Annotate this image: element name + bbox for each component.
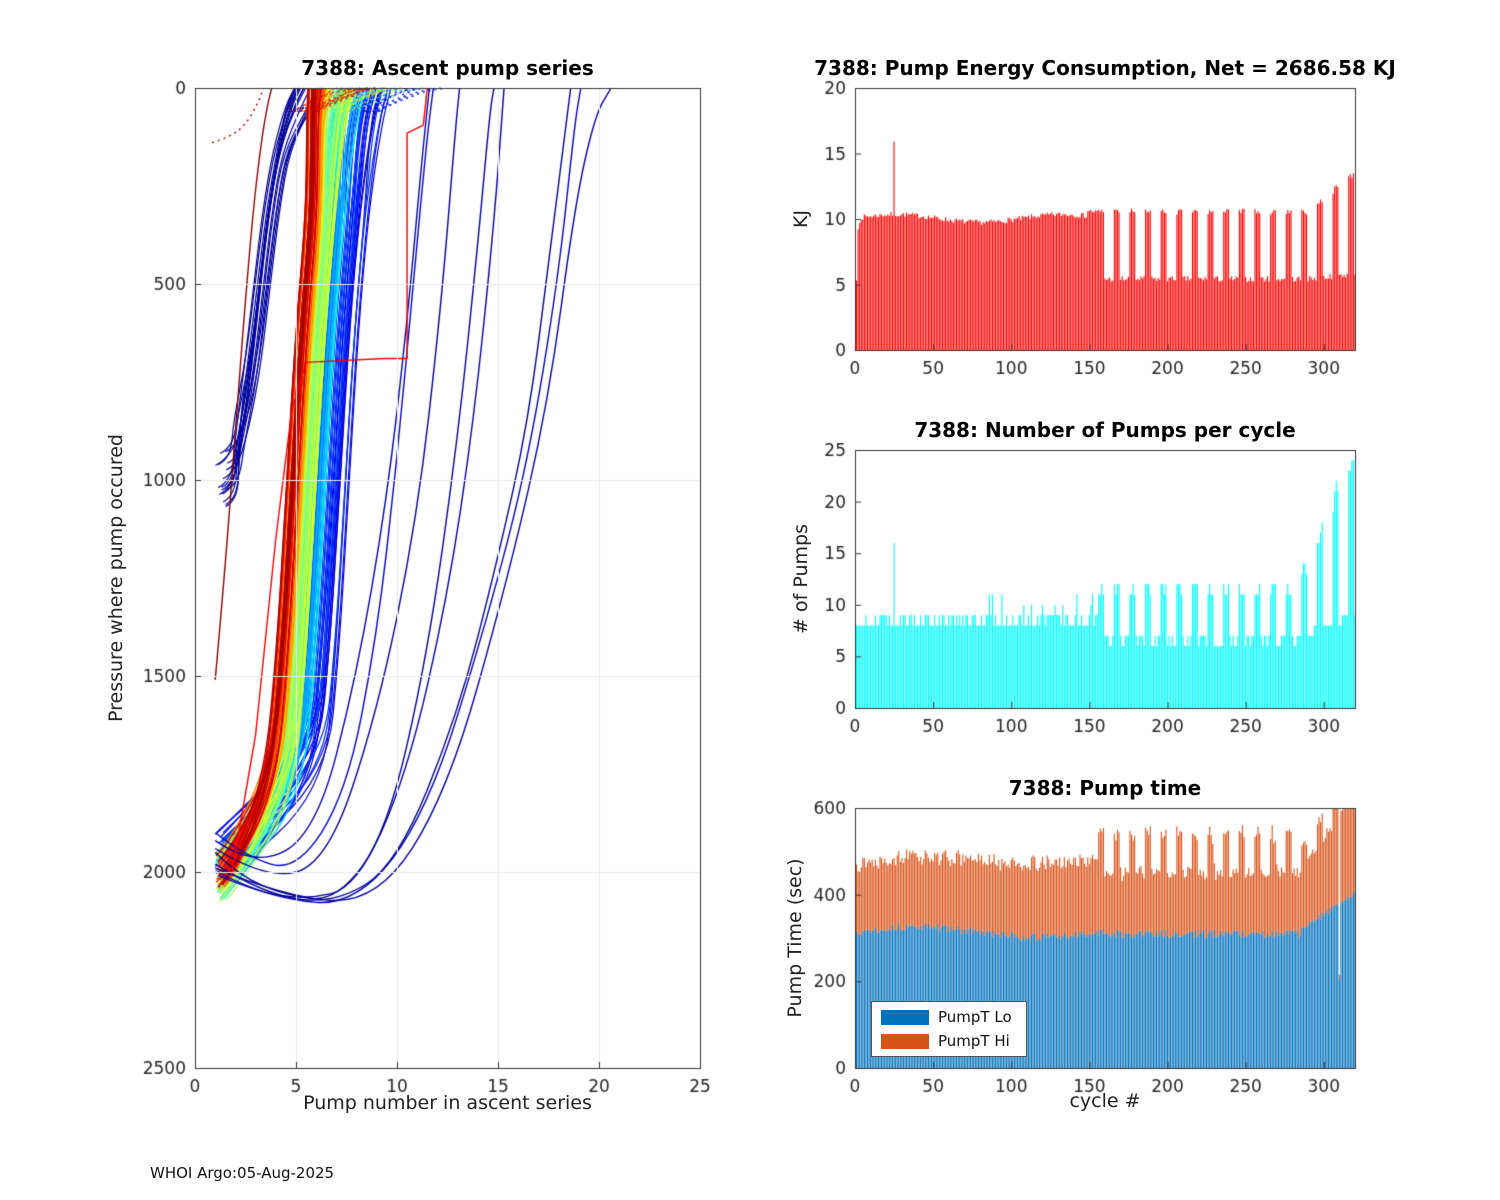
pumpt-hi-swatch <box>881 1033 929 1049</box>
legend-item-pumpt-lo: PumpT Lo <box>881 1008 1012 1026</box>
ascent-xlabel: Pump number in ascent series <box>303 1092 592 1114</box>
pumps-title: 7388: Number of Pumps per cycle <box>914 418 1296 442</box>
time-ylabel: Pump Time (sec) <box>784 858 806 1018</box>
pumpt-lo-label: PumpT Lo <box>938 1008 1012 1026</box>
energy-ylabel: KJ <box>790 209 812 229</box>
pumps-ylabel: # of Pumps <box>790 524 812 634</box>
ascent-ylabel: Pressure where pump occured <box>105 434 127 722</box>
time-xlabel: cycle # <box>1069 1090 1141 1112</box>
pumpt-lo-swatch <box>881 1009 929 1025</box>
pumpt-hi-label: PumpT Hi <box>938 1032 1010 1050</box>
time-title: 7388: Pump time <box>1008 776 1202 800</box>
footer-text: WHOI Argo:05-Aug-2025 <box>150 1164 335 1182</box>
legend-item-pumpt-hi: PumpT Hi <box>881 1032 1012 1050</box>
energy-title: 7388: Pump Energy Consumption, Net = 268… <box>814 56 1396 80</box>
legend: PumpT Lo PumpT Hi <box>871 1001 1027 1057</box>
ascent-title: 7388: Ascent pump series <box>301 56 594 80</box>
